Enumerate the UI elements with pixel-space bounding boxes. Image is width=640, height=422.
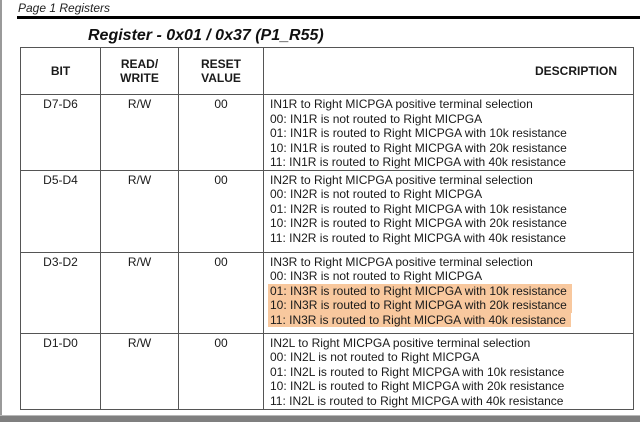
register-table: BIT READ/ WRITE RESET VALUE DESCRIPTION … [20, 47, 634, 410]
description-cell: IN2R to Right MICPGA positive terminal s… [263, 169, 634, 253]
read-write-cell: R/W [100, 94, 179, 171]
description-line: 00: IN3R is not routed to Right MICPGA [270, 269, 483, 283]
col-header-read-write: READ/ WRITE [100, 47, 179, 95]
description-line: 00: IN1R is not routed to Right MICPGA [270, 111, 483, 126]
description-line: 10: IN2R is routed to Right MICPGA with … [270, 216, 567, 230]
register-title: Register - 0x01 / 0x37 (P1_R55) [88, 27, 324, 44]
read-write-cell: R/W [100, 251, 179, 334]
col-header-reset-value: RESET VALUE [178, 47, 264, 95]
bit-cell: D7-D6 [20, 94, 101, 171]
page-left-border [0, 0, 2, 416]
description-line: 01: IN1R is routed to Right MICPGA with … [270, 126, 567, 140]
read-write-cell: R/W [100, 332, 179, 410]
description-cell: IN3R to Right MICPGA positive terminal s… [263, 251, 634, 334]
table-row: D5-D4 R/W 00 IN2R to Right MICPGA positive … [20, 169, 634, 253]
page-header: Page 1 Registers [18, 1, 111, 15]
table-header-row: BIT READ/ WRITE RESET VALUE DESCRIPTION [20, 47, 634, 95]
description-line: 11: IN2R is routed to Right MICPGA with … [270, 230, 566, 245]
reset-value-cell: 00 [178, 94, 264, 171]
header-rule [17, 16, 640, 19]
table-row: D7-D6 R/W 00 IN1R to Right MICPGA positive … [20, 94, 634, 171]
description-line: IN2R to Right MICPGA positive terminal s… [270, 172, 533, 187]
reset-value-cell: 00 [178, 332, 264, 410]
reset-value-cell: 00 [178, 169, 264, 253]
description-line: 10: IN2L is routed to Right MICPGA with … [270, 379, 565, 393]
description-line: 00: IN2R is not routed to Right MICPGA [270, 187, 483, 201]
highlighted-description-line: 11: IN3R is routed to Right MICPGA with … [268, 312, 571, 327]
bit-cell: D3-D2 [20, 251, 101, 334]
description-line: 11: IN1R is routed to Right MICPGA with … [270, 155, 566, 169]
col-header-description: DESCRIPTION [263, 47, 634, 95]
description-line: 01: IN2R is routed to Right MICPGA with … [270, 201, 567, 216]
reset-value-cell: 00 [178, 251, 264, 334]
bit-cell: D5-D4 [20, 169, 101, 253]
table-row: D1-D0 R/W 00 IN2L to Right MICPGA positive … [20, 332, 634, 410]
description-cell: IN2L to Right MICPGA positive terminal s… [263, 332, 634, 410]
table-row: D3-D2 R/W 00 IN3R to Right MICPGA positive … [20, 251, 634, 334]
highlighted-description-line: 10: IN3R is routed to Right MICPGA with … [268, 298, 572, 313]
description-line: 11: IN2L is routed to Right MICPGA with … [270, 393, 564, 408]
highlighted-description-line: 01: IN3R is routed to Right MICPGA with … [268, 283, 572, 298]
description-line: 00: IN2L is not routed to Right MICPGA [270, 350, 480, 364]
description-line: IN1R to Right MICPGA positive terminal s… [270, 97, 533, 111]
description-cell: IN1R to Right MICPGA positive terminal s… [263, 94, 634, 171]
description-line: 01: IN2L is routed to Right MICPGA with … [270, 364, 565, 379]
description-line: IN3R to Right MICPGA positive terminal s… [270, 254, 533, 269]
description-line: 10: IN1R is routed to Right MICPGA with … [270, 140, 567, 155]
bit-cell: D1-D0 [20, 332, 101, 410]
description-line: IN2L to Right MICPGA positive terminal s… [270, 335, 531, 350]
read-write-cell: R/W [100, 169, 179, 253]
bottom-rule [0, 415, 640, 422]
col-header-bit: BIT [20, 47, 101, 95]
